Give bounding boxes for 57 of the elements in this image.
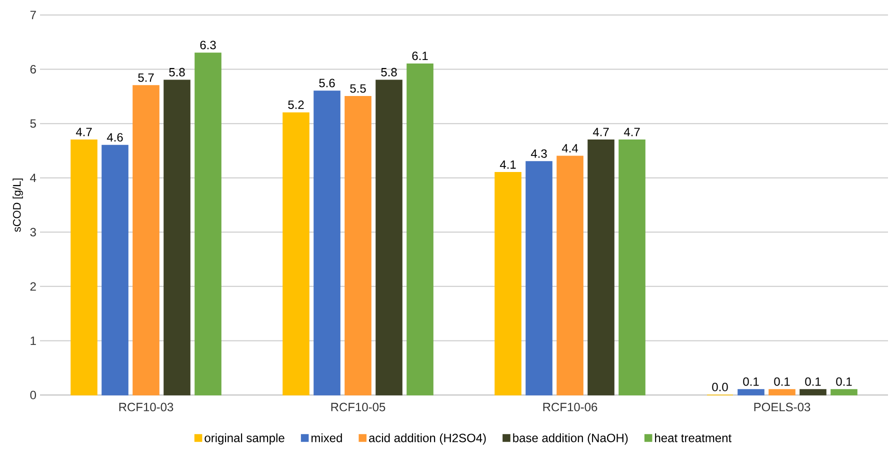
- bar: [494, 172, 522, 396]
- x-tick-label: POELS-03: [754, 402, 810, 412]
- data-label: 0.1: [805, 377, 821, 386]
- data-label: 5.7: [138, 73, 154, 82]
- bar: [406, 63, 434, 396]
- data-label: 4.7: [76, 128, 92, 136]
- x-tick-label: RCF10-06: [543, 402, 598, 412]
- bar: [738, 389, 764, 396]
- bar: [70, 139, 98, 396]
- y-tick-label: 4: [30, 174, 36, 182]
- bar: [102, 144, 128, 396]
- data-label: 6.3: [200, 40, 216, 50]
- bar: [800, 389, 826, 396]
- legend-label: original sample: [204, 433, 284, 445]
- data-label: 4.7: [592, 128, 609, 136]
- bar: [194, 52, 222, 396]
- legend-label: acid addition (H2SO4): [369, 433, 486, 445]
- data-label: 4.1: [500, 160, 516, 169]
- y-axis-title: sCOD [g/L]: [12, 178, 23, 232]
- y-tick-label: 1: [30, 336, 36, 345]
- data-label: 4.4: [562, 144, 578, 152]
- bar: [376, 80, 402, 396]
- data-label: 5.2: [288, 100, 304, 109]
- y-tick-label: 6: [30, 65, 36, 74]
- data-label: 6.1: [412, 52, 428, 60]
- y-tick-label: 7: [30, 10, 36, 20]
- bar: [132, 85, 160, 396]
- x-tick-label: RCF10-03: [119, 402, 174, 412]
- y-tick-label: 0: [30, 390, 36, 400]
- bar: [282, 112, 310, 396]
- data-label: 5.5: [350, 84, 366, 93]
- bar: [556, 156, 584, 396]
- bar: [588, 139, 614, 396]
- data-label: 5.8: [381, 68, 397, 76]
- bar: [618, 139, 646, 396]
- data-label: 4.6: [106, 133, 123, 142]
- bar: [526, 161, 552, 396]
- legend-label: mixed: [312, 433, 342, 442]
- bar: [164, 80, 190, 396]
- data-label: 0.1: [836, 377, 852, 386]
- data-label: 0.1: [743, 377, 759, 386]
- legend-label: heat treatment: [655, 433, 732, 442]
- y-tick-label: 2: [30, 282, 36, 291]
- y-tick-label: 5: [30, 119, 36, 128]
- data-label: 4.3: [530, 149, 547, 158]
- bar: [344, 96, 372, 396]
- data-label: 4.7: [624, 128, 640, 136]
- data-label: 5.6: [319, 78, 335, 88]
- bar: [768, 389, 796, 396]
- y-tick-label: 3: [30, 228, 36, 236]
- data-label: 0.1: [774, 377, 790, 386]
- x-tick-label: RCF10-05: [331, 402, 386, 412]
- data-label: 5.8: [169, 68, 185, 76]
- bar: [314, 90, 340, 396]
- data-label: 0.0: [712, 382, 728, 392]
- legend-label: base addition (NaOH): [513, 433, 628, 445]
- bar: [830, 389, 858, 396]
